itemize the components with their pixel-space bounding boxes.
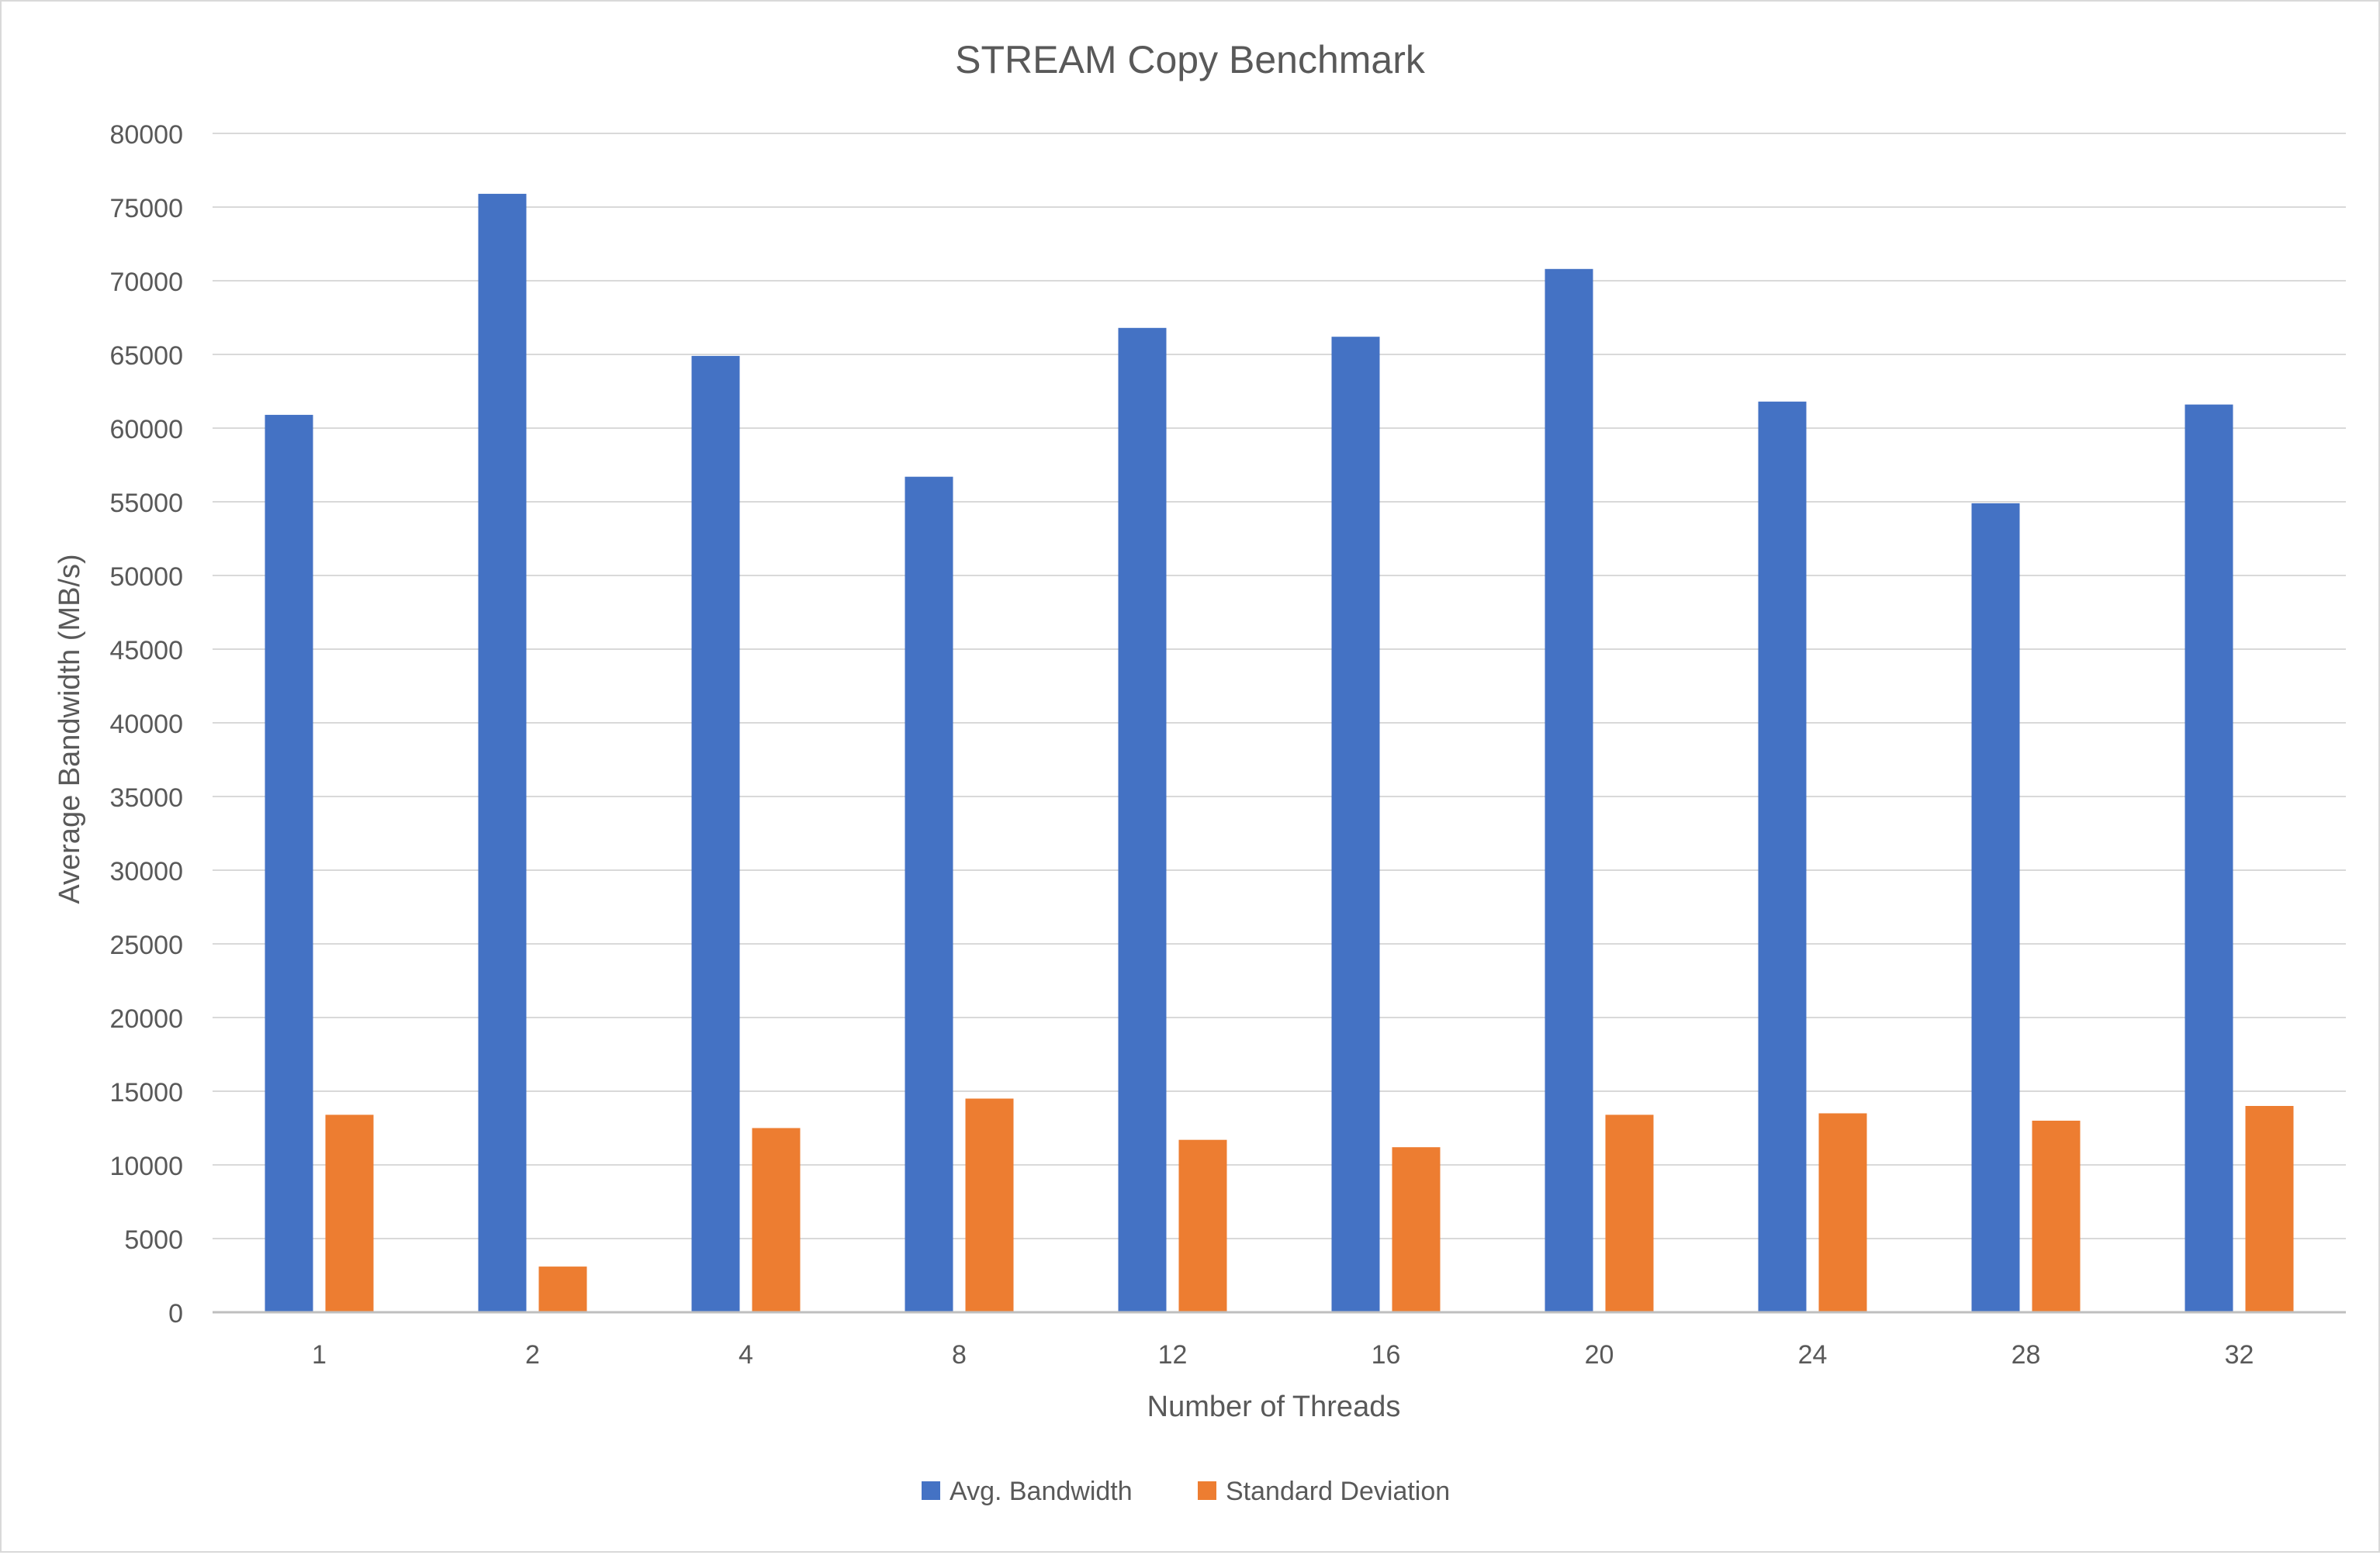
x-tick-label: 12 (1158, 1340, 1188, 1370)
legend-label: Standard Deviation (1226, 1477, 1450, 1506)
bar-avg-bandwidth-16 (1331, 337, 1380, 1313)
y-axis-tick-labels: 0 5000 10000 15000 20000 25000 30000 35000 40000… (109, 120, 183, 1329)
y-axis-title: Average Bandwidth (MB/s) (54, 554, 86, 904)
x-tick-label: 2 (525, 1340, 540, 1370)
bar-std-deviation-8 (965, 1098, 1014, 1312)
y-tick-label: 30000 (109, 857, 183, 886)
bar-std-deviation-24 (1818, 1113, 1867, 1312)
bar-avg-bandwidth-8 (905, 476, 953, 1313)
bar-avg-bandwidth-4 (691, 355, 740, 1312)
x-axis-title: Number of Threads (1147, 1391, 1401, 1423)
bar-avg-bandwidth-28 (1971, 503, 2020, 1312)
y-tick-label: 45000 (109, 636, 183, 665)
bar-std-deviation-16 (1392, 1147, 1441, 1312)
bar-std-deviation-12 (1178, 1139, 1227, 1312)
bar-avg-bandwidth-20 (1545, 268, 1593, 1312)
bar-std-deviation-1 (325, 1114, 374, 1312)
y-tick-label: 50000 (109, 562, 183, 592)
y-tick-label: 25000 (109, 931, 183, 960)
x-tick-label: 16 (1372, 1340, 1401, 1370)
y-tick-label: 65000 (109, 341, 183, 371)
bar-avg-bandwidth-24 (1758, 401, 1807, 1312)
x-tick-label: 24 (1798, 1340, 1828, 1370)
x-tick-label: 4 (739, 1340, 753, 1370)
y-tick-label: 35000 (109, 783, 183, 813)
x-tick-label: 8 (952, 1340, 967, 1370)
bar-std-deviation-2 (538, 1266, 587, 1312)
bar-std-deviation-4 (752, 1128, 801, 1312)
x-tick-label: 1 (312, 1340, 327, 1370)
legend-swatch (1198, 1481, 1216, 1500)
y-tick-label: 0 (168, 1299, 183, 1329)
legend: Avg. Bandwidth Standard Deviation (922, 1477, 1450, 1506)
chart-title: STREAM Copy Benchmark (955, 38, 1426, 81)
y-tick-label: 40000 (109, 710, 183, 739)
y-tick-label: 5000 (124, 1225, 183, 1255)
bar-avg-bandwidth-32 (2185, 404, 2233, 1312)
bar-avg-bandwidth-2 (478, 193, 527, 1312)
y-tick-label: 55000 (109, 489, 183, 518)
bar-avg-bandwidth-12 (1118, 327, 1167, 1312)
y-tick-label: 15000 (109, 1078, 183, 1108)
y-tick-label: 20000 (109, 1004, 183, 1034)
y-tick-label: 75000 (109, 194, 183, 223)
legend-swatch (922, 1481, 940, 1500)
y-tick-label: 60000 (109, 415, 183, 444)
bar-std-deviation-20 (1605, 1114, 1654, 1312)
y-tick-label: 10000 (109, 1152, 183, 1181)
gridlines (213, 133, 2346, 1239)
legend-label: Avg. Bandwidth (950, 1477, 1133, 1506)
bars (265, 193, 2294, 1313)
x-tick-label: 28 (2012, 1340, 2041, 1370)
bar-avg-bandwidth-1 (265, 414, 313, 1312)
y-tick-label: 70000 (109, 268, 183, 297)
bar-std-deviation-28 (2032, 1121, 2081, 1312)
x-tick-label: 32 (2225, 1340, 2254, 1370)
y-tick-label: 80000 (109, 120, 183, 150)
bar-std-deviation-32 (2245, 1106, 2294, 1312)
x-tick-label: 20 (1585, 1340, 1614, 1370)
x-axis-tick-labels: 1 2 4 8 12 16 20 24 28 32 (312, 1340, 2254, 1370)
